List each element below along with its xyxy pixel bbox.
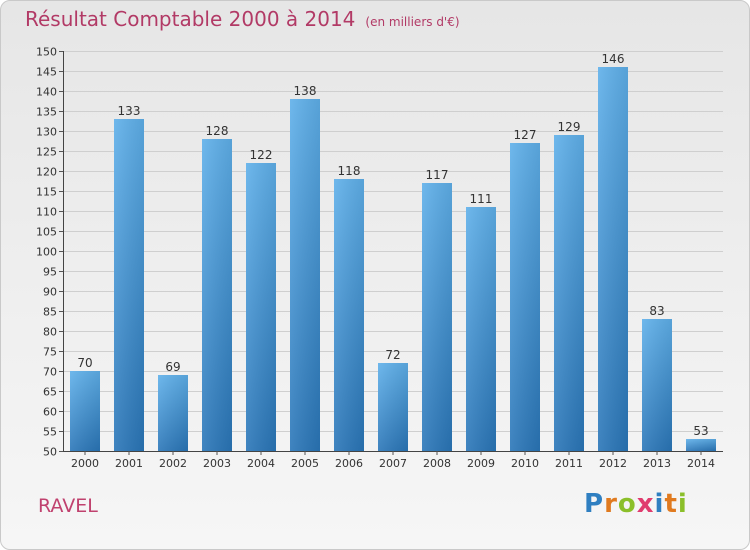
logo-letter: x xyxy=(636,489,655,519)
proxiti-logo: Proxiti xyxy=(584,489,688,519)
x-tick-label: 2010 xyxy=(511,457,539,470)
x-tick-label: 2008 xyxy=(423,457,451,470)
y-tick-label: 50 xyxy=(43,446,57,459)
bar-value-label: 133 xyxy=(118,104,141,118)
bar-shade-2014 xyxy=(686,439,716,451)
bar-value-label: 118 xyxy=(338,164,361,178)
y-tick-label: 85 xyxy=(43,306,57,319)
bar-shade-2007 xyxy=(378,363,408,451)
logo-letter: P xyxy=(584,489,605,519)
x-tick-label: 2007 xyxy=(379,457,407,470)
logo-letter: r xyxy=(604,489,618,519)
bar-value-label: 70 xyxy=(77,356,92,370)
x-tick-label: 2013 xyxy=(643,457,671,470)
bar-shade-2000 xyxy=(70,371,100,451)
chart-title-text: Résultat Comptable 2000 à 2014 xyxy=(25,7,356,31)
y-tick-label: 100 xyxy=(36,246,57,259)
y-tick-label: 110 xyxy=(36,206,57,219)
y-tick-label: 120 xyxy=(36,166,57,179)
logo-letter: i xyxy=(677,489,688,519)
label-layer: 50 55 60 65 70 75 80 85 90 95 100 105 110 115 120 125 13… xyxy=(36,46,715,471)
bar-shade-2005 xyxy=(290,99,320,451)
bar-shade-2004 xyxy=(246,163,276,451)
logo-letter: o xyxy=(617,489,637,519)
bar-value-label: 69 xyxy=(165,360,180,374)
bar-shade-2003 xyxy=(202,139,232,451)
y-tick-label: 115 xyxy=(36,186,57,199)
logo-letter: t xyxy=(664,489,678,519)
axis-layer xyxy=(59,51,723,455)
x-tick-label: 2001 xyxy=(115,457,143,470)
x-tick-label: 2003 xyxy=(203,457,231,470)
bar-shade-2013 xyxy=(642,319,672,451)
x-tick-label: 2011 xyxy=(555,457,583,470)
x-tick-label: 2002 xyxy=(159,457,187,470)
bar-shade-2006 xyxy=(334,179,364,451)
y-tick-label: 95 xyxy=(43,266,57,279)
x-tick-label: 2005 xyxy=(291,457,319,470)
bar-shade-2010 xyxy=(510,143,540,451)
y-tick-label: 150 xyxy=(36,46,57,59)
bar-value-label: 128 xyxy=(206,124,229,138)
bar-value-label: 117 xyxy=(426,168,449,182)
y-tick-label: 65 xyxy=(43,386,57,399)
bar-value-label: 83 xyxy=(649,304,664,318)
bar-value-label: 72 xyxy=(385,348,400,362)
bar-shade-2002 xyxy=(158,375,188,451)
y-tick-label: 135 xyxy=(36,106,57,119)
y-tick-label: 140 xyxy=(36,86,57,99)
y-tick-label: 80 xyxy=(43,326,57,339)
bar-value-label: 129 xyxy=(558,120,581,134)
bar-value-label: 146 xyxy=(602,52,625,66)
y-tick-label: 75 xyxy=(43,346,57,359)
x-tick-label: 2009 xyxy=(467,457,495,470)
chart-subtitle: (en milliers d'€) xyxy=(365,15,460,29)
y-tick-label: 60 xyxy=(43,406,57,419)
y-tick-label: 130 xyxy=(36,126,57,139)
x-tick-label: 2014 xyxy=(687,457,715,470)
bar-shade-2011 xyxy=(554,135,584,451)
bar-value-label: 138 xyxy=(294,84,317,98)
bar-value-label: 122 xyxy=(250,148,273,162)
x-tick-label: 2004 xyxy=(247,457,275,470)
bar-value-label: 127 xyxy=(514,128,537,142)
x-tick-label: 2000 xyxy=(71,457,99,470)
commune-name: RAVEL xyxy=(38,495,98,517)
bar-shade-2008 xyxy=(422,183,452,451)
bar-shade-2001 xyxy=(114,119,144,451)
x-tick-label: 2012 xyxy=(599,457,627,470)
y-tick-label: 55 xyxy=(43,426,57,439)
bar-layer xyxy=(70,67,716,451)
bar-shade-2012 xyxy=(598,67,628,451)
logo-letter: i xyxy=(654,489,665,519)
y-tick-label: 105 xyxy=(36,226,57,239)
y-tick-label: 70 xyxy=(43,366,57,379)
bar-value-label: 53 xyxy=(693,424,708,438)
bar-value-label: 111 xyxy=(470,192,493,206)
y-tick-label: 90 xyxy=(43,286,57,299)
bar-shade-2009 xyxy=(466,207,496,451)
chart-title: Résultat Comptable 2000 à 2014 (en millie… xyxy=(25,7,460,31)
x-tick-label: 2006 xyxy=(335,457,363,470)
y-tick-label: 145 xyxy=(36,66,57,79)
y-tick-label: 125 xyxy=(36,146,57,159)
